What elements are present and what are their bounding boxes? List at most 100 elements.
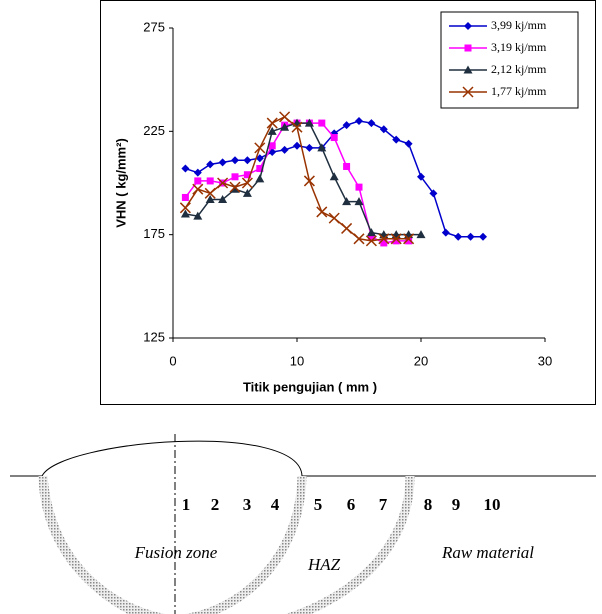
marker [353, 233, 365, 245]
y-tick-label: 225 [143, 123, 165, 138]
zone-label: HAZ [307, 555, 341, 574]
marker [206, 177, 214, 185]
marker [329, 172, 339, 181]
y-tick-label: 175 [143, 226, 165, 241]
marker [316, 206, 328, 218]
point-number: 9 [452, 495, 461, 514]
marker [241, 177, 253, 189]
marker [380, 239, 388, 247]
x-tick-label: 30 [538, 353, 552, 368]
marker [429, 189, 438, 198]
marker [343, 162, 351, 170]
marker [193, 168, 202, 177]
legend-label: 1,77 kj/mm [491, 84, 547, 98]
point-number: 10 [484, 495, 501, 514]
marker [304, 118, 314, 127]
marker [305, 143, 314, 152]
marker [231, 173, 239, 181]
marker [392, 237, 400, 245]
zone-label: Fusion zone [134, 543, 218, 562]
marker [416, 230, 426, 239]
marker [280, 145, 289, 154]
x-tick-label: 20 [414, 353, 428, 368]
marker [404, 139, 413, 148]
marker [379, 125, 388, 134]
marker [205, 195, 215, 204]
marker [464, 22, 472, 30]
point-number: 1 [182, 495, 191, 514]
marker [466, 232, 475, 241]
marker [181, 193, 189, 201]
marker [255, 154, 264, 163]
marker [217, 177, 229, 189]
marker [291, 121, 303, 133]
marker [206, 160, 215, 169]
legend-label: 3,19 kj/mm [491, 40, 547, 54]
marker [365, 235, 377, 247]
marker [230, 184, 240, 193]
legend-label: 2,12 kj/mm [491, 62, 547, 76]
marker [266, 117, 278, 129]
point-number: 7 [379, 495, 388, 514]
marker [229, 181, 241, 193]
point-number: 5 [314, 495, 323, 514]
marker [193, 211, 203, 220]
marker [367, 119, 376, 128]
marker [392, 135, 401, 144]
marker [330, 134, 338, 142]
point-number: 2 [211, 495, 220, 514]
marker [441, 228, 450, 237]
marker [454, 232, 463, 241]
marker [231, 156, 239, 165]
marker [218, 158, 227, 167]
zone-label: Raw material [441, 543, 534, 562]
point-number: 8 [424, 495, 433, 514]
y-axis-label: VHN ( kg/mm²) [113, 138, 128, 228]
marker [417, 172, 425, 181]
marker [317, 143, 327, 152]
marker [180, 209, 190, 218]
marker [218, 195, 228, 204]
x-tick-label: 10 [290, 353, 304, 368]
marker [463, 65, 473, 74]
marker [192, 183, 204, 195]
marker [204, 187, 216, 199]
legend-label: 3,99 kj/mm [491, 18, 547, 32]
marker [303, 175, 315, 187]
point-number: 3 [243, 495, 252, 514]
marker [256, 165, 264, 173]
x-axis-label: Titik pengujian ( mm ) [243, 379, 377, 394]
marker [293, 141, 301, 150]
marker [464, 44, 472, 52]
point-number: 4 [271, 495, 280, 514]
x-tick-label: 0 [169, 353, 176, 368]
marker [355, 183, 363, 191]
marker [254, 142, 266, 154]
marker [318, 119, 326, 127]
marker [341, 222, 353, 234]
marker [354, 197, 364, 206]
y-tick-label: 125 [143, 329, 165, 344]
marker [181, 164, 190, 173]
marker [242, 188, 252, 197]
weld-diagram [10, 434, 596, 614]
marker [280, 122, 290, 131]
marker [405, 237, 413, 245]
marker [378, 233, 390, 245]
marker [366, 228, 376, 237]
marker [403, 233, 415, 245]
marker [268, 142, 276, 150]
marker [390, 233, 402, 245]
marker [328, 212, 340, 224]
marker [462, 86, 474, 98]
marker [342, 121, 351, 130]
marker [243, 171, 251, 179]
marker [355, 117, 363, 125]
marker [255, 174, 265, 183]
marker [267, 126, 277, 135]
weld-crown [41, 440, 303, 477]
marker [342, 197, 352, 206]
marker [367, 233, 375, 241]
marker [194, 177, 202, 185]
